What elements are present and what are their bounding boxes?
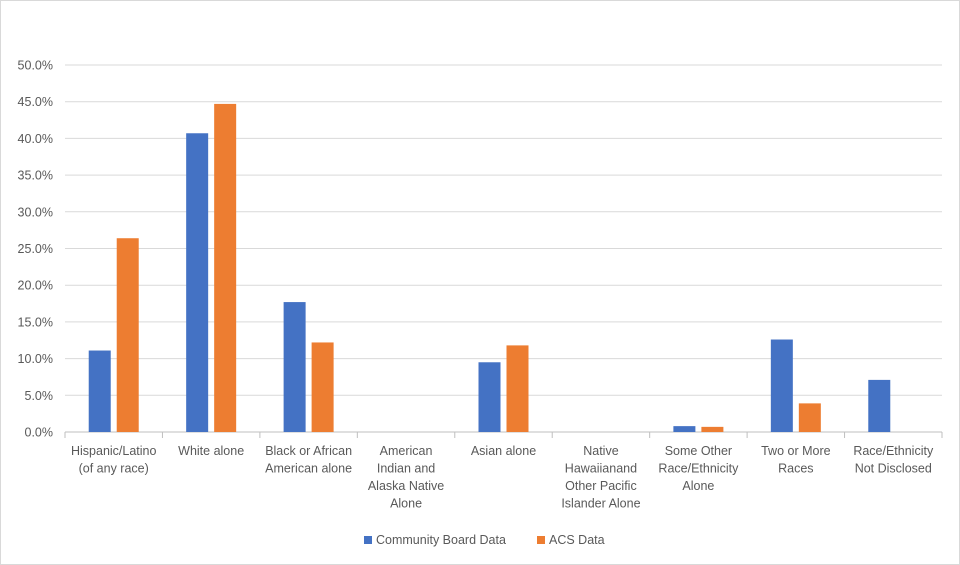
bar-community-board-8	[868, 379, 891, 432]
legend-label: Community Board Data	[376, 533, 506, 547]
legend-swatch	[364, 536, 372, 544]
category-label: Hispanic/Latino (of any race)	[71, 444, 157, 476]
category-label-line: Alone	[390, 497, 422, 511]
category-label-line: White alone	[178, 444, 244, 458]
legend-label: ACS Data	[549, 533, 605, 547]
category-label: Race/Ethnicity Not Disclosed	[853, 444, 934, 476]
legend-swatch	[537, 536, 545, 544]
category-label: American Indian and Alaska Native Alone	[368, 444, 444, 511]
category-label-line: Some Other	[665, 444, 732, 458]
y-tick-label: 15.0%	[18, 315, 53, 329]
y-tick-label: 35.0%	[18, 169, 53, 183]
bar-acs-6	[701, 426, 724, 432]
category-label: Black or African American alone	[265, 444, 352, 476]
bar-community-board-1	[186, 133, 209, 432]
y-tick-label: 30.0%	[18, 205, 53, 219]
category-label-line: Hawaiianand	[565, 462, 637, 476]
bar-acs-2	[311, 342, 334, 432]
category-label-line: Asian alone	[471, 444, 536, 458]
category-label: Some Other Race/Ethnicity Alone	[658, 444, 739, 493]
bar-community-board-4	[478, 362, 501, 432]
category-label: Asian alone	[471, 444, 536, 458]
category-label-line: Native	[583, 444, 618, 458]
category-label-line: Race/Ethnicity	[853, 444, 934, 458]
y-tick-label: 50.0%	[18, 59, 53, 73]
y-tick-label: 25.0%	[18, 242, 53, 256]
category-label-line: Alone	[682, 479, 714, 493]
y-tick-label: 40.0%	[18, 132, 53, 146]
y-tick-label: 10.0%	[18, 352, 53, 366]
y-tick-label: 45.0%	[18, 95, 53, 109]
bar-acs-4	[506, 345, 529, 432]
category-label-line: American alone	[265, 462, 352, 476]
category-label-line: Race/Ethnicity	[658, 462, 739, 476]
category-label-line: Hispanic/Latino	[71, 444, 157, 458]
category-label-line: Not Disclosed	[855, 462, 932, 476]
bar-community-board-2	[283, 302, 306, 432]
y-tick-label: 0.0%	[25, 426, 54, 440]
category-label-line: Two or More	[761, 444, 831, 458]
category-label-line: Races	[778, 462, 813, 476]
category-label-line: Alaska Native	[368, 479, 444, 493]
bar-acs-0	[116, 238, 139, 432]
y-tick-label: 20.0%	[18, 279, 53, 293]
bar-community-board-7	[770, 339, 793, 432]
category-label: White alone	[178, 444, 244, 458]
category-label-line: Black or African	[265, 444, 352, 458]
category-label-line: Islander Alone	[561, 497, 640, 511]
bar-acs-7	[798, 403, 821, 432]
category-label: Native Hawaiianand Other Pacific Islander A…	[561, 444, 640, 511]
category-label-line: American	[380, 444, 433, 458]
y-tick-label: 5.0%	[25, 389, 54, 403]
bar-acs-1	[214, 103, 237, 432]
category-label-line: Indian and	[377, 462, 435, 476]
category-label: Two or More Races	[761, 444, 831, 476]
category-label-line: Other Pacific	[565, 479, 637, 493]
category-label-line: (of any race)	[79, 462, 149, 476]
bar-community-board-6	[673, 426, 696, 432]
bar-community-board-0	[88, 350, 111, 432]
